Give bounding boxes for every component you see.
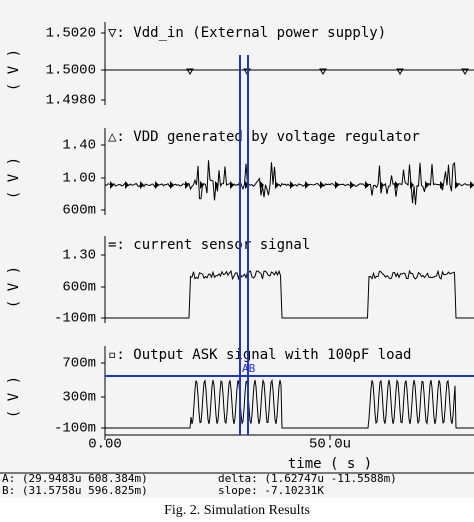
y-tick-label: 700m	[62, 356, 96, 372]
x-tick-label: 0.00	[88, 437, 122, 453]
y-tick-label: 1.00	[62, 171, 96, 187]
readout: A: (29.9483u 608.384m)	[2, 472, 148, 485]
cursor-label: AB	[242, 362, 256, 375]
y-tick-label: 1.4980	[46, 93, 96, 109]
y-tick-label: -100m	[54, 421, 96, 437]
marker	[395, 181, 399, 189]
y-tick-label: 600m	[62, 203, 96, 219]
panel-label: ▫: Output ASK signal with 100pF load	[108, 347, 411, 363]
x-tick-label: 50.0u	[309, 437, 351, 453]
unit-label: ( V )	[6, 266, 22, 308]
unit-label: ( V )	[6, 157, 22, 199]
marker	[396, 68, 404, 75]
waveform	[104, 160, 474, 205]
marker	[260, 181, 264, 189]
y-tick-label: 300m	[62, 390, 96, 406]
marker	[350, 181, 354, 189]
waveform	[105, 269, 474, 319]
marker	[186, 68, 194, 75]
marker	[185, 181, 189, 189]
y-tick-label: 1.40	[62, 138, 96, 154]
panel-label: =: current sensor signal	[108, 237, 310, 253]
readout: delta: (1.62747u -11.5588m)	[218, 472, 397, 485]
marker	[365, 181, 369, 189]
y-tick-label: 1.5000	[46, 63, 96, 79]
marker	[461, 68, 469, 75]
y-tick-label: 600m	[62, 280, 96, 296]
marker	[305, 181, 309, 189]
readout: slope: -7.10231K	[218, 484, 324, 497]
panel-label: △: VDD generated by voltage regulator	[108, 129, 420, 145]
y-tick-label: 1.5020	[46, 26, 96, 42]
readout: B: (31.5758u 596.825m)	[2, 484, 148, 497]
x-axis-label: time ( s )	[288, 456, 372, 472]
waveform	[105, 378, 474, 429]
unit-label: ( V )	[6, 376, 22, 418]
plot-background	[0, 0, 474, 498]
marker	[155, 181, 159, 189]
marker	[319, 68, 327, 75]
unit-label: ( V )	[6, 49, 22, 91]
caption: Fig. 2. Simulation Results	[164, 503, 310, 518]
y-tick-label: 1.30	[62, 248, 96, 264]
y-tick-label: -100m	[54, 311, 96, 327]
panel-label: ▽: Vdd_in (External power supply)	[108, 25, 386, 41]
